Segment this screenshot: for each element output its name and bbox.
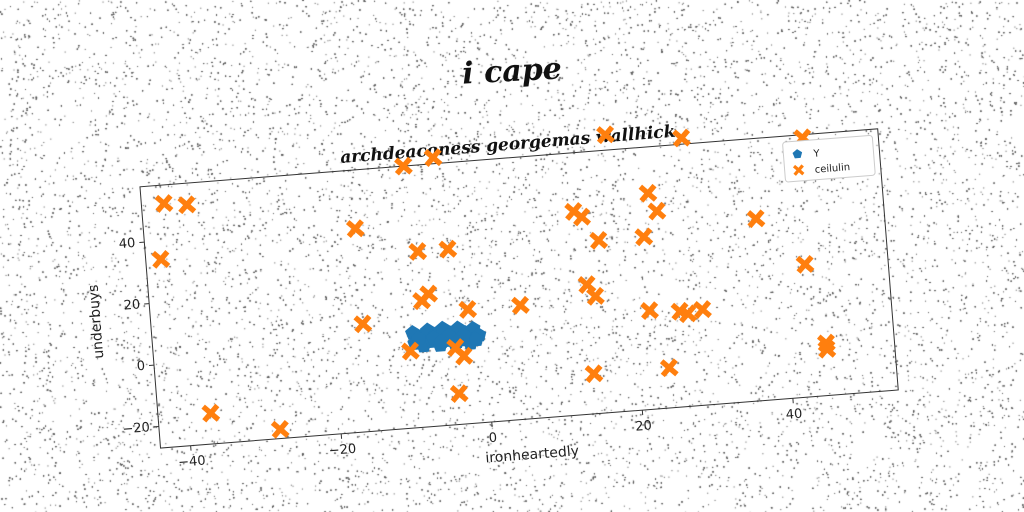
axis-ticks: −40 −20 0 20 40 −20 0 20 40 [118,236,803,471]
series-1-point [638,183,658,203]
series-1-point [394,156,413,176]
series-1-point [817,339,837,359]
y-tick-label: 0 [136,359,145,375]
legend-box [782,134,876,183]
series-1-point [596,125,615,145]
series-1-point [454,346,474,366]
legend-label: Y [812,148,821,160]
axes-frame [139,128,899,449]
series-1-point [647,201,667,221]
series-1-point [577,275,597,294]
series-0-point [433,333,449,349]
series-1-point [678,304,698,324]
legend-label: ceilulin [814,162,850,176]
x-axis-label: ironheartedly [485,443,580,466]
series-1-point [589,231,609,250]
series-1-point [693,300,712,319]
plot-area: archdeaconess georgemas wallhick −40 −20 0… [86,122,899,471]
x-tick-label: −20 [328,442,357,459]
series-1-point [408,242,428,261]
legend-marker [792,164,805,176]
series-1-point [151,250,171,269]
series-0-point [410,330,426,346]
series-1-point [586,286,605,306]
series-1-point [659,358,679,378]
x-tick-label: 20 [635,418,653,434]
series-1-point [458,300,478,319]
legend-marker [792,149,803,159]
series-1-point [634,227,654,247]
series-1-point [795,254,815,274]
series-1-point [438,239,458,259]
series-1-point [345,219,365,239]
data-marks [151,125,837,439]
series-1-point [640,301,660,320]
series-1-point [270,419,290,439]
chart-title: archdeaconess georgemas wallhick [340,122,677,168]
y-tick-label: 40 [118,236,136,252]
series-1-point [572,207,592,227]
series-1-point [154,194,174,213]
series-1-point [449,384,469,403]
y-tick-label: −20 [122,420,151,437]
series-1-point [423,148,443,167]
series-1-point [201,403,221,423]
y-tick-label: 20 [123,297,141,313]
series-1-point [401,341,420,361]
x-tick-label: 40 [785,407,803,423]
x-tick-label: 0 [488,431,497,447]
series-1-point [177,195,197,215]
series-1-point [353,314,373,334]
y-axis-label: underbuys [86,284,108,359]
series-1-point [419,284,439,304]
series-0-point [468,331,484,347]
series-1-point [746,209,766,229]
series-1-point [584,364,604,384]
x-tick-label: −40 [178,454,207,471]
series-1-point [672,128,691,148]
series-1-point [511,295,530,315]
